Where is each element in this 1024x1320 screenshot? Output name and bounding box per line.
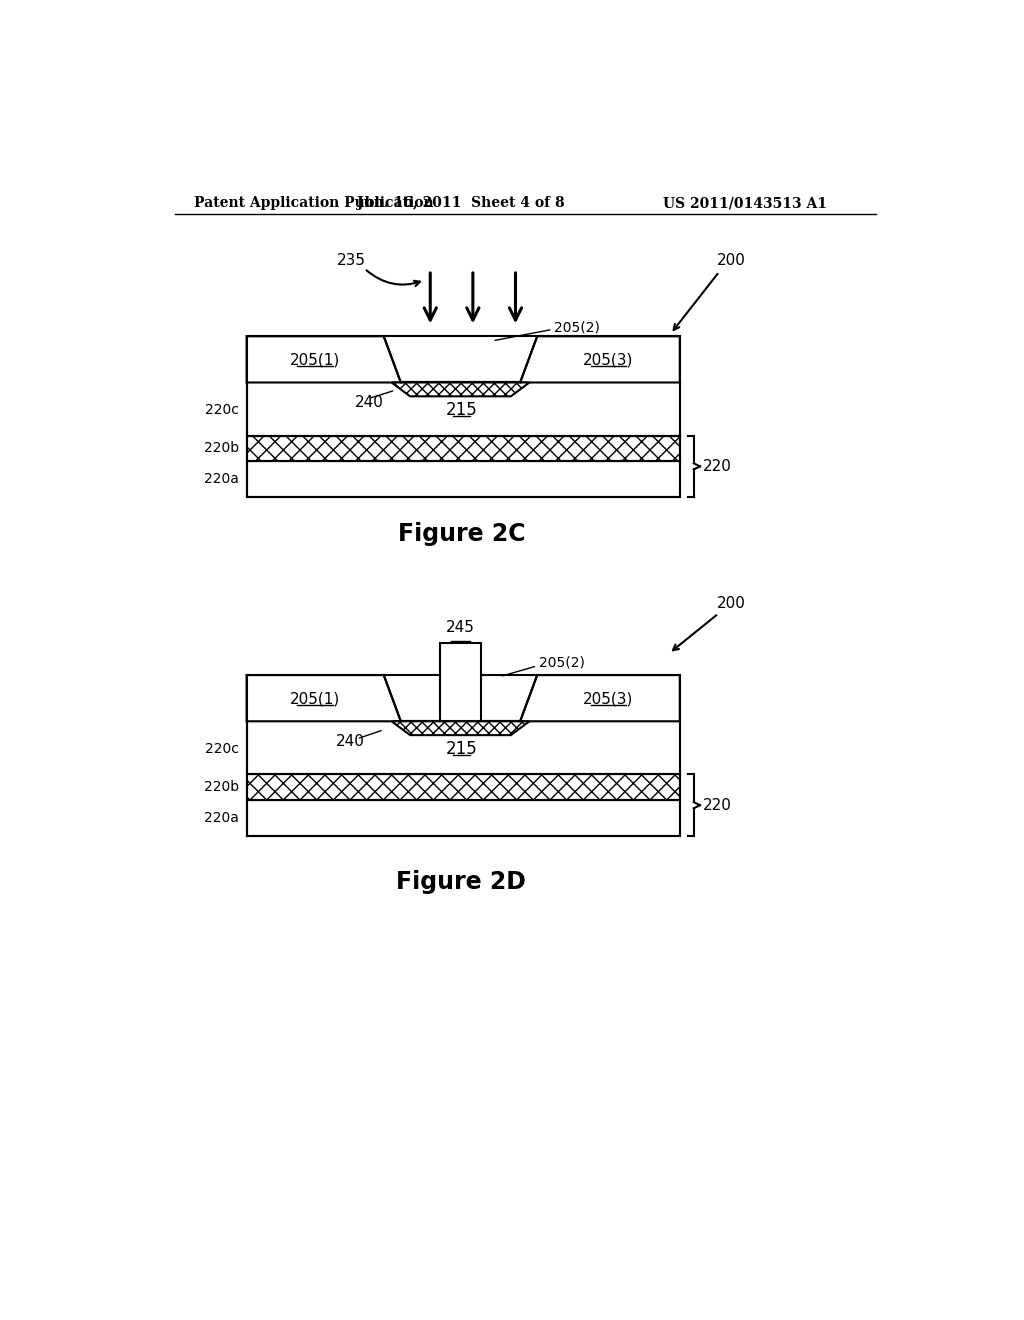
Text: 235: 235 bbox=[337, 253, 367, 268]
Text: 220b: 220b bbox=[204, 441, 239, 455]
Bar bbox=[247, 721, 680, 775]
Text: 220: 220 bbox=[703, 797, 732, 813]
Text: Patent Application Publication: Patent Application Publication bbox=[194, 197, 433, 210]
Text: Jun. 16, 2011  Sheet 4 of 8: Jun. 16, 2011 Sheet 4 of 8 bbox=[357, 197, 565, 210]
Bar bbox=[247, 436, 680, 461]
Text: 200: 200 bbox=[717, 253, 745, 268]
Text: 215: 215 bbox=[445, 741, 477, 758]
Polygon shape bbox=[520, 675, 680, 721]
Text: 200: 200 bbox=[717, 595, 745, 611]
Text: 220a: 220a bbox=[204, 471, 239, 486]
Text: 205(2): 205(2) bbox=[539, 656, 585, 669]
Text: 220c: 220c bbox=[205, 403, 239, 417]
Text: 240: 240 bbox=[336, 734, 365, 748]
Bar bbox=[440, 643, 480, 721]
Text: 220: 220 bbox=[703, 459, 732, 474]
Text: 205(2): 205(2) bbox=[554, 321, 600, 335]
Bar bbox=[247, 461, 680, 498]
Polygon shape bbox=[247, 675, 400, 721]
Text: 220a: 220a bbox=[204, 810, 239, 825]
Text: 205(1): 205(1) bbox=[290, 692, 340, 706]
Text: Figure 2D: Figure 2D bbox=[396, 870, 526, 894]
Text: 205(1): 205(1) bbox=[290, 352, 340, 368]
Polygon shape bbox=[520, 337, 680, 383]
Text: 215: 215 bbox=[445, 401, 477, 420]
Polygon shape bbox=[391, 383, 529, 396]
Text: US 2011/0143513 A1: US 2011/0143513 A1 bbox=[663, 197, 826, 210]
Text: 220c: 220c bbox=[205, 742, 239, 756]
Text: 205(3): 205(3) bbox=[584, 352, 634, 368]
Text: Figure 2C: Figure 2C bbox=[397, 523, 525, 546]
Bar bbox=[247, 775, 680, 800]
Bar bbox=[247, 383, 680, 436]
Text: 240: 240 bbox=[355, 395, 384, 411]
Polygon shape bbox=[247, 337, 400, 383]
Polygon shape bbox=[391, 721, 529, 735]
Text: 205(3): 205(3) bbox=[584, 692, 634, 706]
Bar bbox=[247, 800, 680, 836]
Text: 245: 245 bbox=[446, 620, 475, 635]
Text: 220b: 220b bbox=[204, 780, 239, 793]
